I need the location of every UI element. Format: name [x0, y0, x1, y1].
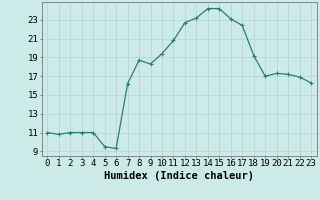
X-axis label: Humidex (Indice chaleur): Humidex (Indice chaleur) — [104, 171, 254, 181]
